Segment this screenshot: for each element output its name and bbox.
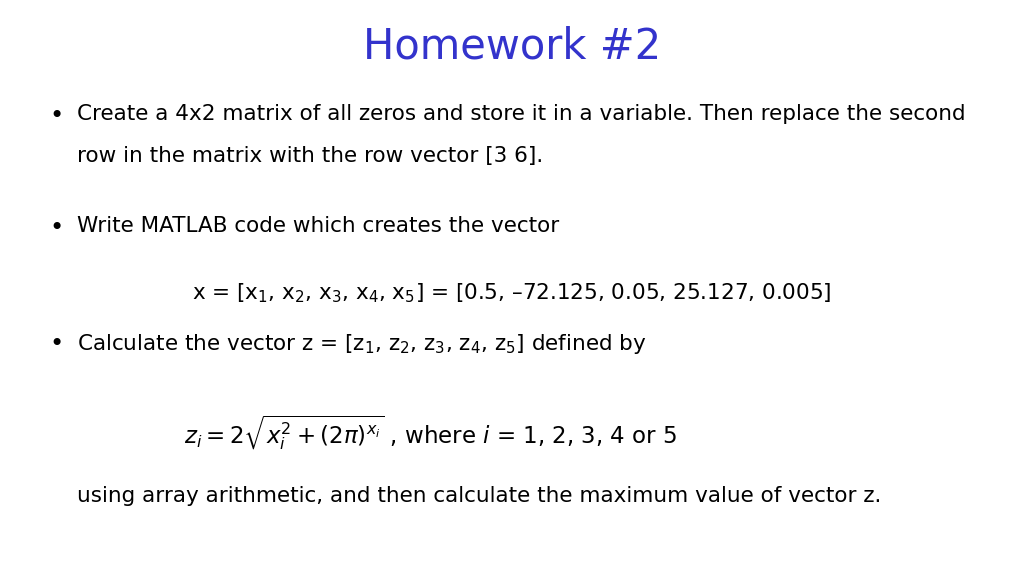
Text: Calculate the vector z = [z$_1$, z$_2$, z$_3$, z$_4$, z$_5$] defined by: Calculate the vector z = [z$_1$, z$_2$, … — [77, 332, 646, 356]
Text: $z_i = 2\sqrt{x_i^2 + (2\pi)^{x_i}}$ , where $i$ = 1, 2, 3, 4 or 5: $z_i = 2\sqrt{x_i^2 + (2\pi)^{x_i}}$ , w… — [183, 413, 677, 451]
Text: row in the matrix with the row vector [3 6].: row in the matrix with the row vector [3… — [77, 146, 543, 166]
Text: •: • — [49, 216, 63, 241]
Text: Homework #2: Homework #2 — [362, 25, 662, 67]
Text: Write MATLAB code which creates the vector: Write MATLAB code which creates the vect… — [77, 216, 559, 237]
Text: Create a 4x2 matrix of all zeros and store it in a variable. Then replace the se: Create a 4x2 matrix of all zeros and sto… — [77, 104, 966, 124]
Text: •: • — [49, 332, 63, 356]
Text: using array arithmetic, and then calculate the maximum value of vector z.: using array arithmetic, and then calcula… — [77, 486, 882, 506]
Text: x = [x$_1$, x$_2$, x$_3$, x$_4$, x$_5$] = [0.5, –72.125, 0.05, 25.127, 0.005]: x = [x$_1$, x$_2$, x$_3$, x$_4$, x$_5$] … — [193, 281, 831, 305]
Text: •: • — [49, 104, 63, 128]
